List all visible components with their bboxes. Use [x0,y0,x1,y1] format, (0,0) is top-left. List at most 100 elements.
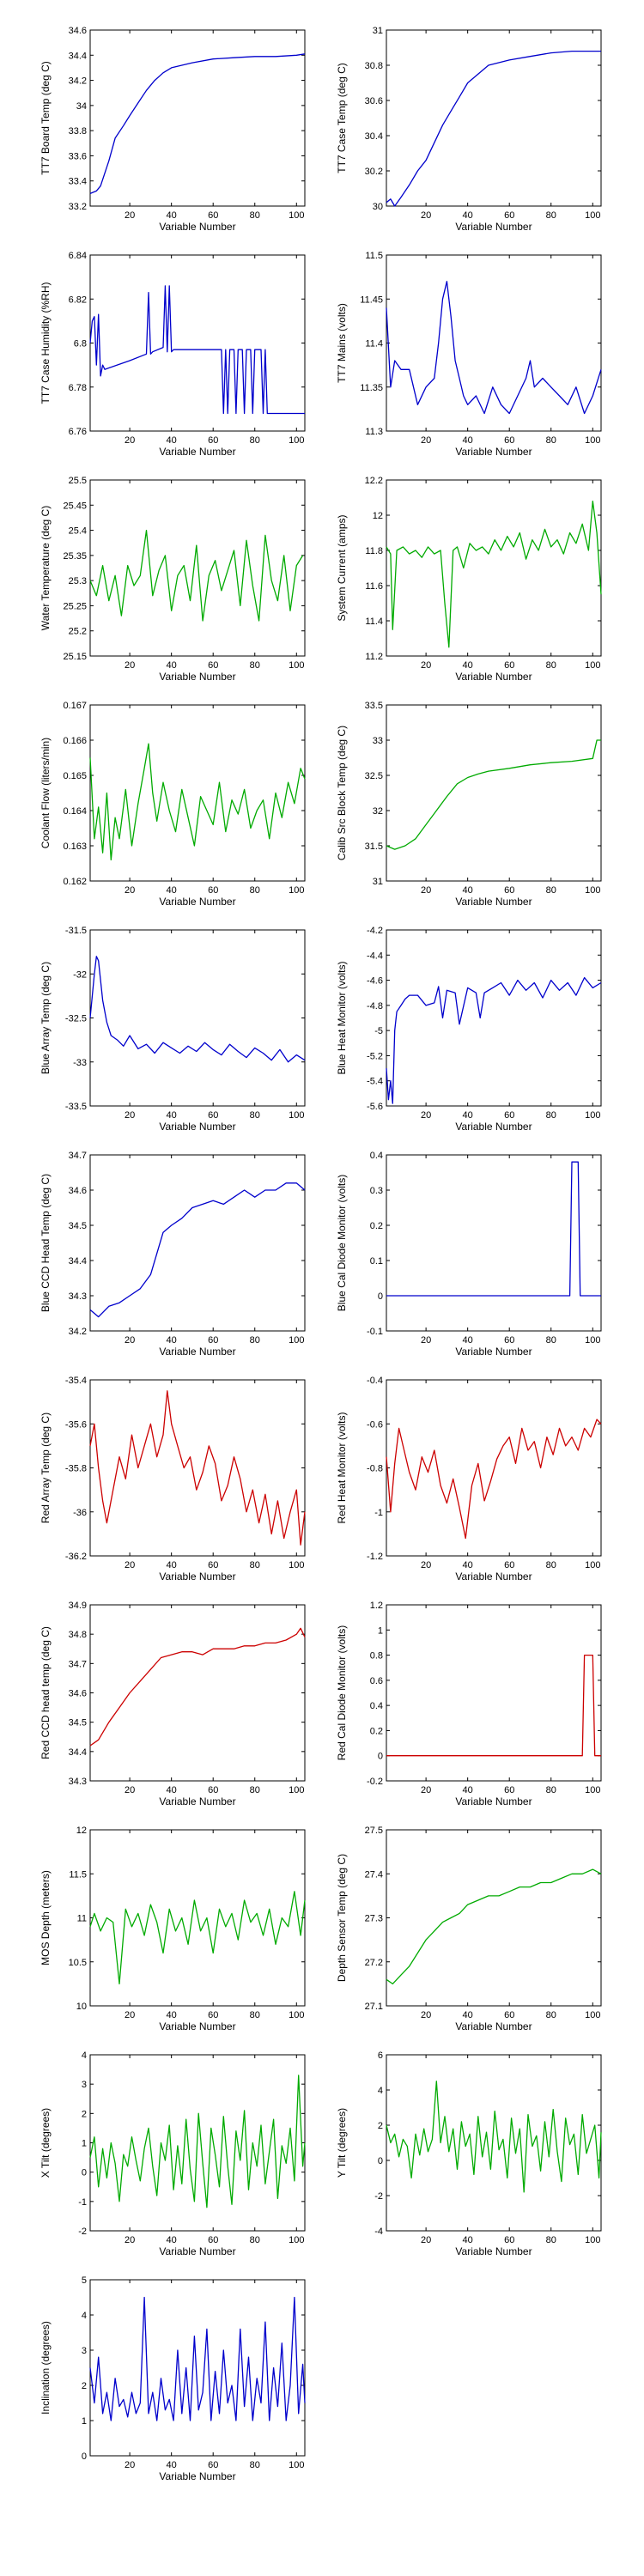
x-tick-label: 20 [125,2460,135,2470]
chart-13: -36.2 -36 -35.8 -35.6 -35.4 20 40 60 80 100 Variab… [39,1376,306,1583]
x-axis-label: Variable Number [455,671,532,683]
y-tick-label: 3 [82,2346,87,2356]
series-line [386,976,602,1104]
y-tick-label: 11.5 [365,251,383,261]
x-tick-label: 100 [289,2010,304,2020]
y-tick-label: 11.4 [365,339,383,349]
y-tick-label: -0.4 [367,1376,383,1386]
y-tick-label: 11.2 [365,652,383,662]
y-tick-label: -31.5 [65,926,87,936]
x-tick-label: 80 [546,210,556,221]
x-tick-label: 60 [208,660,218,671]
x-tick-label: 20 [125,660,135,671]
x-tick-label: 100 [289,1785,304,1795]
x-tick-label: 100 [585,1560,600,1571]
x-tick-label: 60 [208,1335,218,1346]
chart-2: 30 30.2 30.4 30.6 30.8 31 20 40 60 80 100 Variable … [336,26,602,233]
x-tick-label: 80 [250,435,260,446]
y-tick-label: -1.2 [367,1552,383,1562]
y-tick-label: 34.9 [69,1601,87,1611]
series-line [89,529,304,622]
y-tick-label: 0.167 [63,701,87,711]
y-tick-label: -35.8 [65,1464,87,1474]
x-axis-label: Variable Number [455,2245,532,2257]
y-tick-label: 0.6 [370,1676,383,1686]
x-tick-label: 80 [546,1560,556,1571]
x-axis-label: Variable Number [159,1121,235,1133]
y-tick-label: 0 [378,1752,383,1762]
x-tick-label: 60 [208,2010,218,2020]
y-tick-label: 10.5 [69,1958,87,1968]
x-tick-label: 20 [421,1560,431,1571]
x-axis-label: Variable Number [159,671,235,683]
y-axis-label: Blue CCD Head Temp (deg C) [39,1174,52,1312]
y-tick-label: -36.2 [65,1552,87,1562]
y-tick-label: 6.76 [69,427,87,437]
y-tick-label: 32 [373,806,383,817]
plot-frame [89,704,306,882]
x-tick-label: 100 [585,660,600,671]
chart-10: -5.6 -5.4 -5.2 -5 -4.8 -4.6 -4.4 -4.2 20 40 60 80 10… [336,926,602,1133]
y-tick-label: 34.3 [69,1777,87,1787]
x-tick-label: 100 [289,210,304,221]
plot-frame [386,1829,602,2007]
y-axis-label: Blue Array Temp (deg C) [39,962,52,1074]
chart-11: 34.2 34.3 34.4 34.5 34.6 34.7 20 40 60 80 100 Varia… [39,1151,306,1358]
y-tick-label: -35.6 [65,1419,87,1430]
y-tick-label: 6.82 [69,295,87,305]
y-tick-label: 11.6 [365,581,383,592]
plot-frame [386,1379,602,1557]
x-tick-label: 40 [167,1335,177,1346]
y-tick-label: -36 [73,1508,87,1518]
x-tick-label: 60 [208,885,218,896]
y-tick-label: 34.4 [69,1747,87,1758]
y-tick-label: 11 [77,1914,87,1924]
x-tick-label: 60 [504,2010,514,2020]
x-tick-label: 80 [250,2235,260,2245]
y-tick-label: 0.8 [370,1651,383,1662]
y-tick-label: 2 [378,2121,383,2131]
y-tick-label: -5.4 [367,1077,383,1087]
x-tick-label: 40 [167,435,177,446]
y-axis-label: TT7 Mains (volts) [336,303,348,383]
chart-20: -4 -2 0 2 4 6 20 40 60 80 100 Variable Number Y Tilt… [336,2050,602,2257]
x-tick-label: 100 [289,2460,304,2470]
y-axis-label: System Current (amps) [336,514,348,621]
x-tick-label: 60 [208,435,218,446]
x-tick-label: 40 [463,2235,473,2245]
y-tick-label: 6.8 [74,339,87,349]
y-tick-label: 11.45 [360,295,383,305]
x-axis-label: Variable Number [159,1571,235,1583]
y-tick-label: -33 [73,1058,87,1068]
y-tick-label: 0 [378,1291,383,1302]
series-line [386,739,601,850]
y-tick-label: 33.6 [69,151,87,161]
x-tick-label: 40 [463,1110,473,1121]
y-tick-label: 34.7 [69,1151,87,1161]
y-tick-label: 11.5 [69,1869,87,1880]
x-tick-label: 20 [421,885,431,896]
x-tick-label: 60 [208,1785,218,1795]
y-tick-label: 34.2 [69,1327,87,1337]
x-tick-label: 40 [463,2010,473,2020]
x-tick-label: 40 [463,1560,473,1571]
x-tick-label: 100 [585,2235,600,2245]
x-axis-label: Variable Number [455,2020,532,2032]
y-tick-label: 11.4 [365,617,383,627]
y-tick-label: 6.78 [69,383,87,393]
y-tick-label: 34.6 [69,1689,87,1699]
y-tick-label: 0 [378,2156,383,2166]
y-tick-label: 0.166 [63,736,87,746]
y-tick-label: 6 [378,2050,383,2061]
y-axis-label: Blue Cal Diode Monitor (volts) [336,1175,348,1311]
x-tick-label: 60 [504,2235,514,2245]
x-tick-label: 20 [421,210,431,221]
x-tick-label: 60 [208,1110,218,1121]
series-line [89,1627,306,1747]
x-tick-label: 20 [421,1335,431,1346]
y-tick-label: 4 [82,2050,87,2061]
y-axis-label: Red Array Temp (deg C) [39,1413,52,1523]
x-tick-label: 100 [289,885,304,896]
y-axis-label: Red Heat Monitor (volts) [336,1412,348,1523]
x-tick-label: 20 [421,660,431,671]
